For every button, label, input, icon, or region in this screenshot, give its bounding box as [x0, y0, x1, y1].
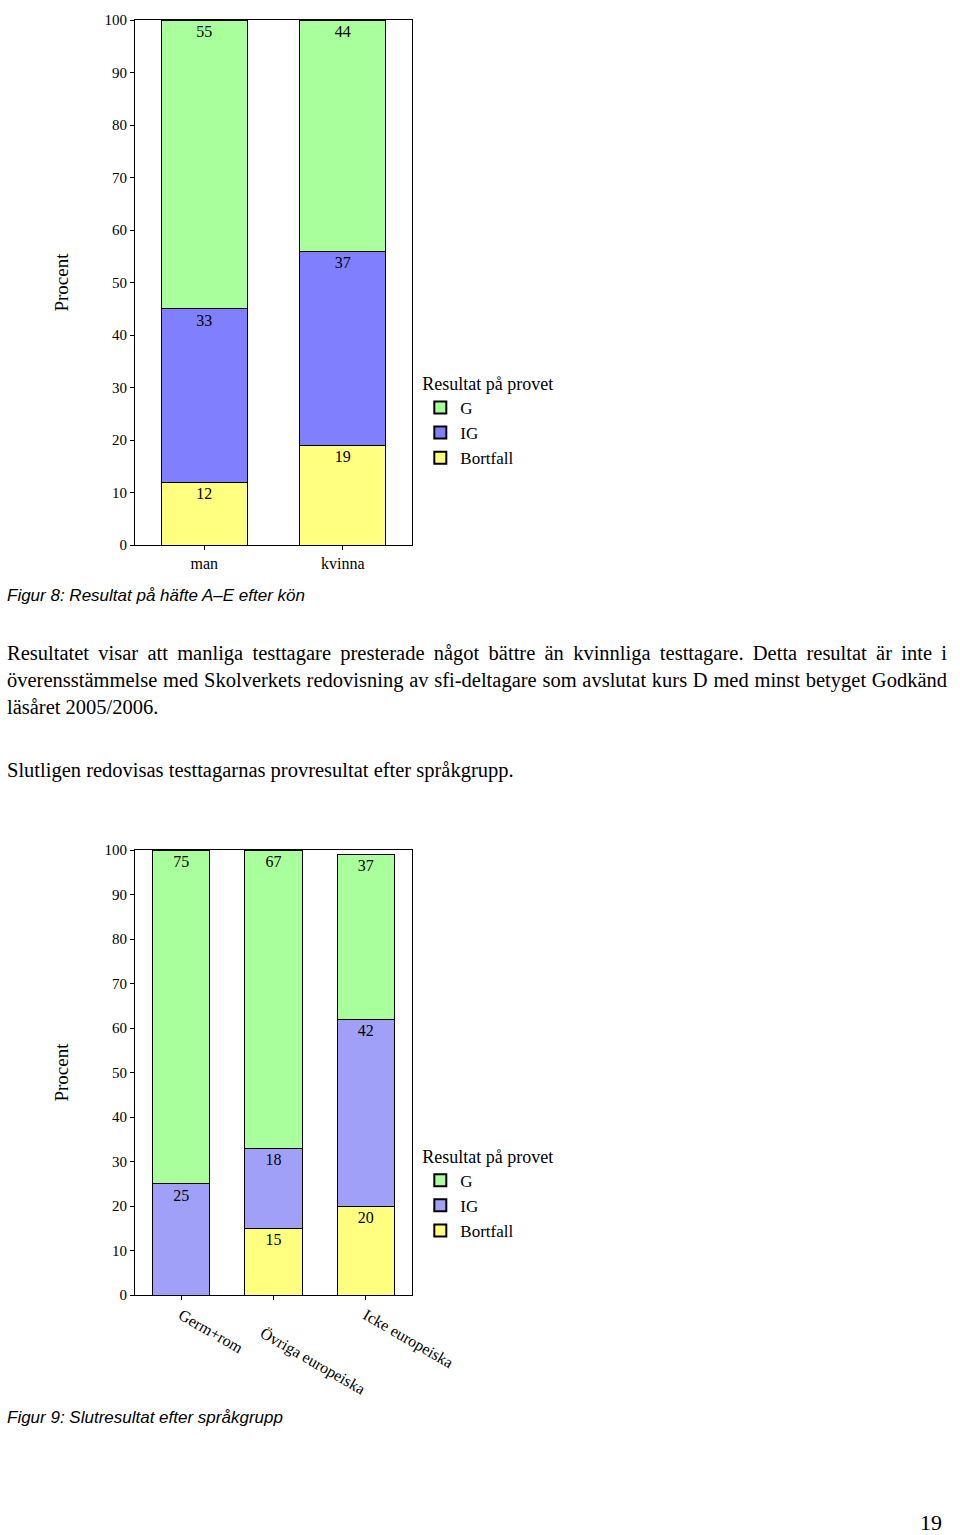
svg-text:20: 20: [112, 432, 127, 448]
svg-text:0: 0: [120, 1287, 128, 1303]
svg-text:70: 70: [112, 170, 127, 186]
svg-text:Bortfall: Bortfall: [460, 449, 513, 468]
svg-text:80: 80: [112, 931, 127, 947]
svg-text:60: 60: [112, 222, 127, 238]
svg-text:100: 100: [105, 842, 128, 858]
svg-text:55: 55: [196, 23, 212, 40]
svg-text:60: 60: [112, 1020, 127, 1036]
svg-text:40: 40: [112, 327, 127, 343]
html-text:Resultatet visar att manliga t: Resultatet visar att manliga testtagare …: [7, 642, 947, 718]
svg-text:30: 30: [112, 1154, 127, 1170]
svg-text:10: 10: [112, 1243, 127, 1259]
svg-text:12: 12: [196, 485, 212, 502]
svg-text:44: 44: [335, 23, 351, 40]
svg-text:10: 10: [112, 485, 127, 501]
svg-text:19: 19: [335, 448, 351, 465]
svg-text:Bortfall: Bortfall: [460, 1222, 513, 1241]
svg-text:Resultat på provet: Resultat på provet: [422, 374, 553, 394]
svg-text:50: 50: [112, 275, 127, 291]
svg-text:40: 40: [112, 1109, 127, 1125]
svg-text:67: 67: [266, 853, 282, 870]
svg-text:80: 80: [112, 117, 127, 133]
svg-text:15: 15: [266, 1231, 282, 1248]
html-text:Figur 8: Resultat på häfte A–E: Figur 8: Resultat på häfte A–E efter kön: [7, 586, 305, 605]
svg-text:Germ+rom: Germ+rom: [176, 1306, 247, 1357]
svg-text:18: 18: [266, 1151, 282, 1168]
svg-text:man: man: [190, 555, 218, 572]
svg-text:42: 42: [358, 1022, 374, 1039]
svg-text:0: 0: [120, 537, 128, 553]
svg-text:G: G: [460, 399, 472, 418]
svg-text:90: 90: [112, 65, 127, 81]
svg-text:IG: IG: [460, 424, 478, 443]
svg-text:G: G: [460, 1172, 472, 1191]
svg-text:20: 20: [358, 1209, 374, 1226]
svg-text:kvinna: kvinna: [321, 555, 365, 572]
svg-text:33: 33: [196, 312, 212, 329]
svg-text:50: 50: [112, 1065, 127, 1081]
svg-text:30: 30: [112, 380, 127, 396]
svg-text:37: 37: [358, 857, 374, 874]
svg-text:70: 70: [112, 976, 127, 992]
svg-text:Procent: Procent: [51, 253, 72, 312]
svg-text:Procent: Procent: [51, 1043, 72, 1102]
svg-text:IG: IG: [460, 1197, 478, 1216]
html-text:Slutligen redovisas testtagarn: Slutligen redovisas testtagarnas provres…: [7, 759, 514, 781]
svg-text:20: 20: [112, 1198, 127, 1214]
html-text:Figur 9: Slutresultat efter sp: Figur 9: Slutresultat efter språkgrupp: [7, 1408, 283, 1427]
svg-text:90: 90: [112, 887, 127, 903]
svg-text:Övriga europeiska: Övriga europeiska: [257, 1324, 368, 1398]
svg-text:Resultat på provet: Resultat på provet: [422, 1147, 553, 1167]
svg-text:37: 37: [335, 254, 351, 271]
svg-text:100: 100: [105, 12, 128, 28]
svg-text:25: 25: [173, 1187, 189, 1204]
html-text:19: 19: [920, 1510, 942, 1535]
svg-text:Icke europeiska: Icke europeiska: [360, 1306, 456, 1372]
svg-text:75: 75: [173, 853, 189, 870]
